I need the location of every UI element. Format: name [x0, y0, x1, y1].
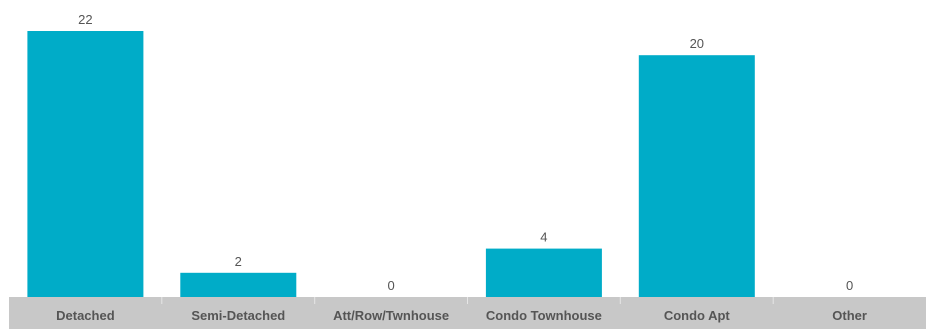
category-label-5: Other: [832, 308, 867, 323]
bars-group: [27, 31, 755, 298]
category-label-3: Condo Townhouse: [486, 308, 602, 323]
category-label-4: Condo Apt: [664, 308, 731, 323]
value-label-5: 0: [846, 278, 853, 293]
category-label-1: Semi-Detached: [191, 308, 285, 323]
value-label-1: 2: [235, 254, 242, 269]
category-labels-group: Detached Semi-Detached Att/Row/Twnhouse Con…: [56, 308, 867, 323]
category-label-2: Att/Row/Twnhouse: [333, 308, 449, 323]
axis-separators-group: [161, 297, 774, 304]
bar-4: [638, 55, 755, 298]
value-label-0: 22: [78, 12, 92, 27]
value-label-4: 20: [690, 36, 704, 51]
bar-3: [485, 248, 602, 297]
category-label-0: Detached: [56, 308, 115, 323]
bar-1: [180, 272, 297, 297]
value-label-3: 4: [540, 230, 547, 245]
bar-0: [27, 31, 144, 297]
value-label-2: 0: [387, 278, 394, 293]
